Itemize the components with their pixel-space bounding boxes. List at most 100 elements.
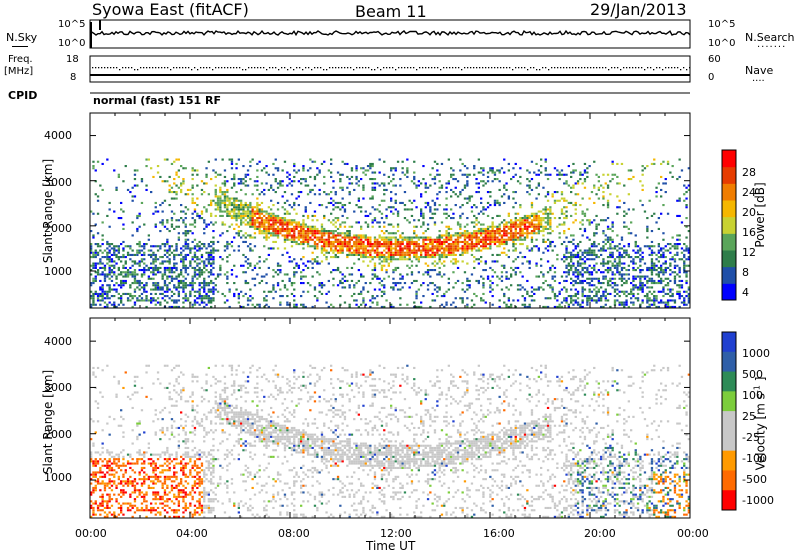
power-cell — [182, 180, 185, 183]
power-cell — [655, 258, 658, 261]
power-cell — [362, 243, 365, 246]
power-cell — [447, 182, 451, 185]
power-cell — [341, 286, 344, 289]
power-cell — [445, 247, 448, 250]
power-cell — [228, 197, 231, 200]
freq-dot — [557, 67, 559, 69]
freq-dot — [302, 69, 304, 71]
power-cell — [173, 253, 176, 257]
power-cell — [593, 186, 596, 189]
power-cell — [482, 230, 485, 233]
power-cell — [383, 182, 386, 185]
power-cell — [519, 167, 522, 170]
power-cell — [110, 303, 114, 306]
power-cell — [272, 223, 275, 226]
power-cell — [270, 184, 273, 187]
power-cell — [484, 245, 487, 248]
power-cell — [152, 284, 155, 287]
power-cell — [546, 245, 550, 248]
power-cell — [175, 193, 178, 196]
power-cell — [653, 299, 656, 302]
power-cell — [579, 204, 582, 207]
power-cell — [353, 234, 356, 237]
power-cell — [106, 240, 109, 244]
power-cell — [136, 217, 139, 220]
power-cell — [371, 182, 374, 185]
power-cell — [350, 169, 354, 172]
power-cell — [609, 238, 612, 241]
power-cell — [378, 221, 381, 224]
power-cell — [138, 251, 141, 254]
power-cell — [226, 282, 229, 285]
power-cell — [355, 165, 358, 168]
power-cell — [191, 256, 194, 259]
freq-dot — [473, 67, 475, 69]
power-cell — [498, 243, 501, 246]
power-cell — [136, 286, 139, 289]
power-cell — [616, 264, 619, 267]
power-cell — [473, 165, 476, 168]
power-cell — [625, 301, 628, 304]
power-cell — [390, 240, 393, 244]
power-cell — [230, 167, 234, 170]
power-cell — [223, 295, 227, 298]
power-cell — [632, 288, 635, 291]
power-cell — [295, 262, 298, 265]
power-cell — [283, 286, 287, 289]
power-cell — [350, 266, 354, 270]
power-cell — [627, 169, 631, 172]
power-cell — [653, 303, 656, 306]
power-cell — [480, 256, 483, 259]
power-cell — [205, 284, 208, 287]
power-cell — [327, 290, 331, 293]
freq-dot — [680, 69, 682, 71]
power-cell — [300, 236, 303, 239]
power-cell — [540, 258, 543, 261]
power-cell — [491, 303, 494, 306]
power-cell — [523, 256, 527, 259]
power-cell — [357, 236, 361, 239]
power-cell — [306, 236, 310, 239]
power-cell — [253, 245, 257, 248]
power-cell — [159, 247, 162, 250]
power-cell — [440, 251, 444, 254]
power-cell — [226, 240, 229, 244]
freq-dot — [434, 67, 436, 69]
power-cell — [438, 180, 441, 183]
power-cell — [468, 195, 471, 198]
power-cell — [392, 236, 395, 239]
power-cell — [126, 271, 130, 274]
freq-dot — [614, 67, 616, 69]
power-cell — [256, 201, 259, 205]
power-cell — [339, 240, 342, 244]
power-cell — [373, 243, 377, 246]
cpid-label: CPID — [8, 89, 38, 102]
power-cell — [546, 297, 550, 300]
power-cell — [108, 245, 111, 248]
power-cell — [376, 247, 379, 250]
power-cell — [636, 299, 640, 302]
nsky-tick-bottom: 10^0 — [58, 38, 86, 49]
power-cell — [383, 232, 386, 235]
power-cell — [154, 245, 157, 248]
power-cell — [445, 234, 448, 237]
power-cell — [131, 275, 134, 278]
freq-dot — [602, 67, 604, 69]
power-cell — [450, 188, 453, 192]
power-cell — [630, 169, 633, 172]
power-cell — [113, 245, 116, 248]
power-cell — [394, 201, 397, 205]
power-cell — [413, 249, 416, 252]
power-cell — [420, 305, 423, 309]
power-cell — [251, 158, 254, 161]
power-cell — [549, 210, 552, 213]
power-cell — [551, 240, 554, 244]
power-cell — [113, 273, 116, 276]
power-cell — [173, 160, 176, 163]
power-cell — [673, 258, 677, 261]
power-cell — [302, 230, 305, 233]
power-cell — [311, 275, 314, 278]
power-cell — [639, 275, 642, 278]
freq-dot — [677, 67, 679, 69]
power-cell — [657, 227, 661, 231]
